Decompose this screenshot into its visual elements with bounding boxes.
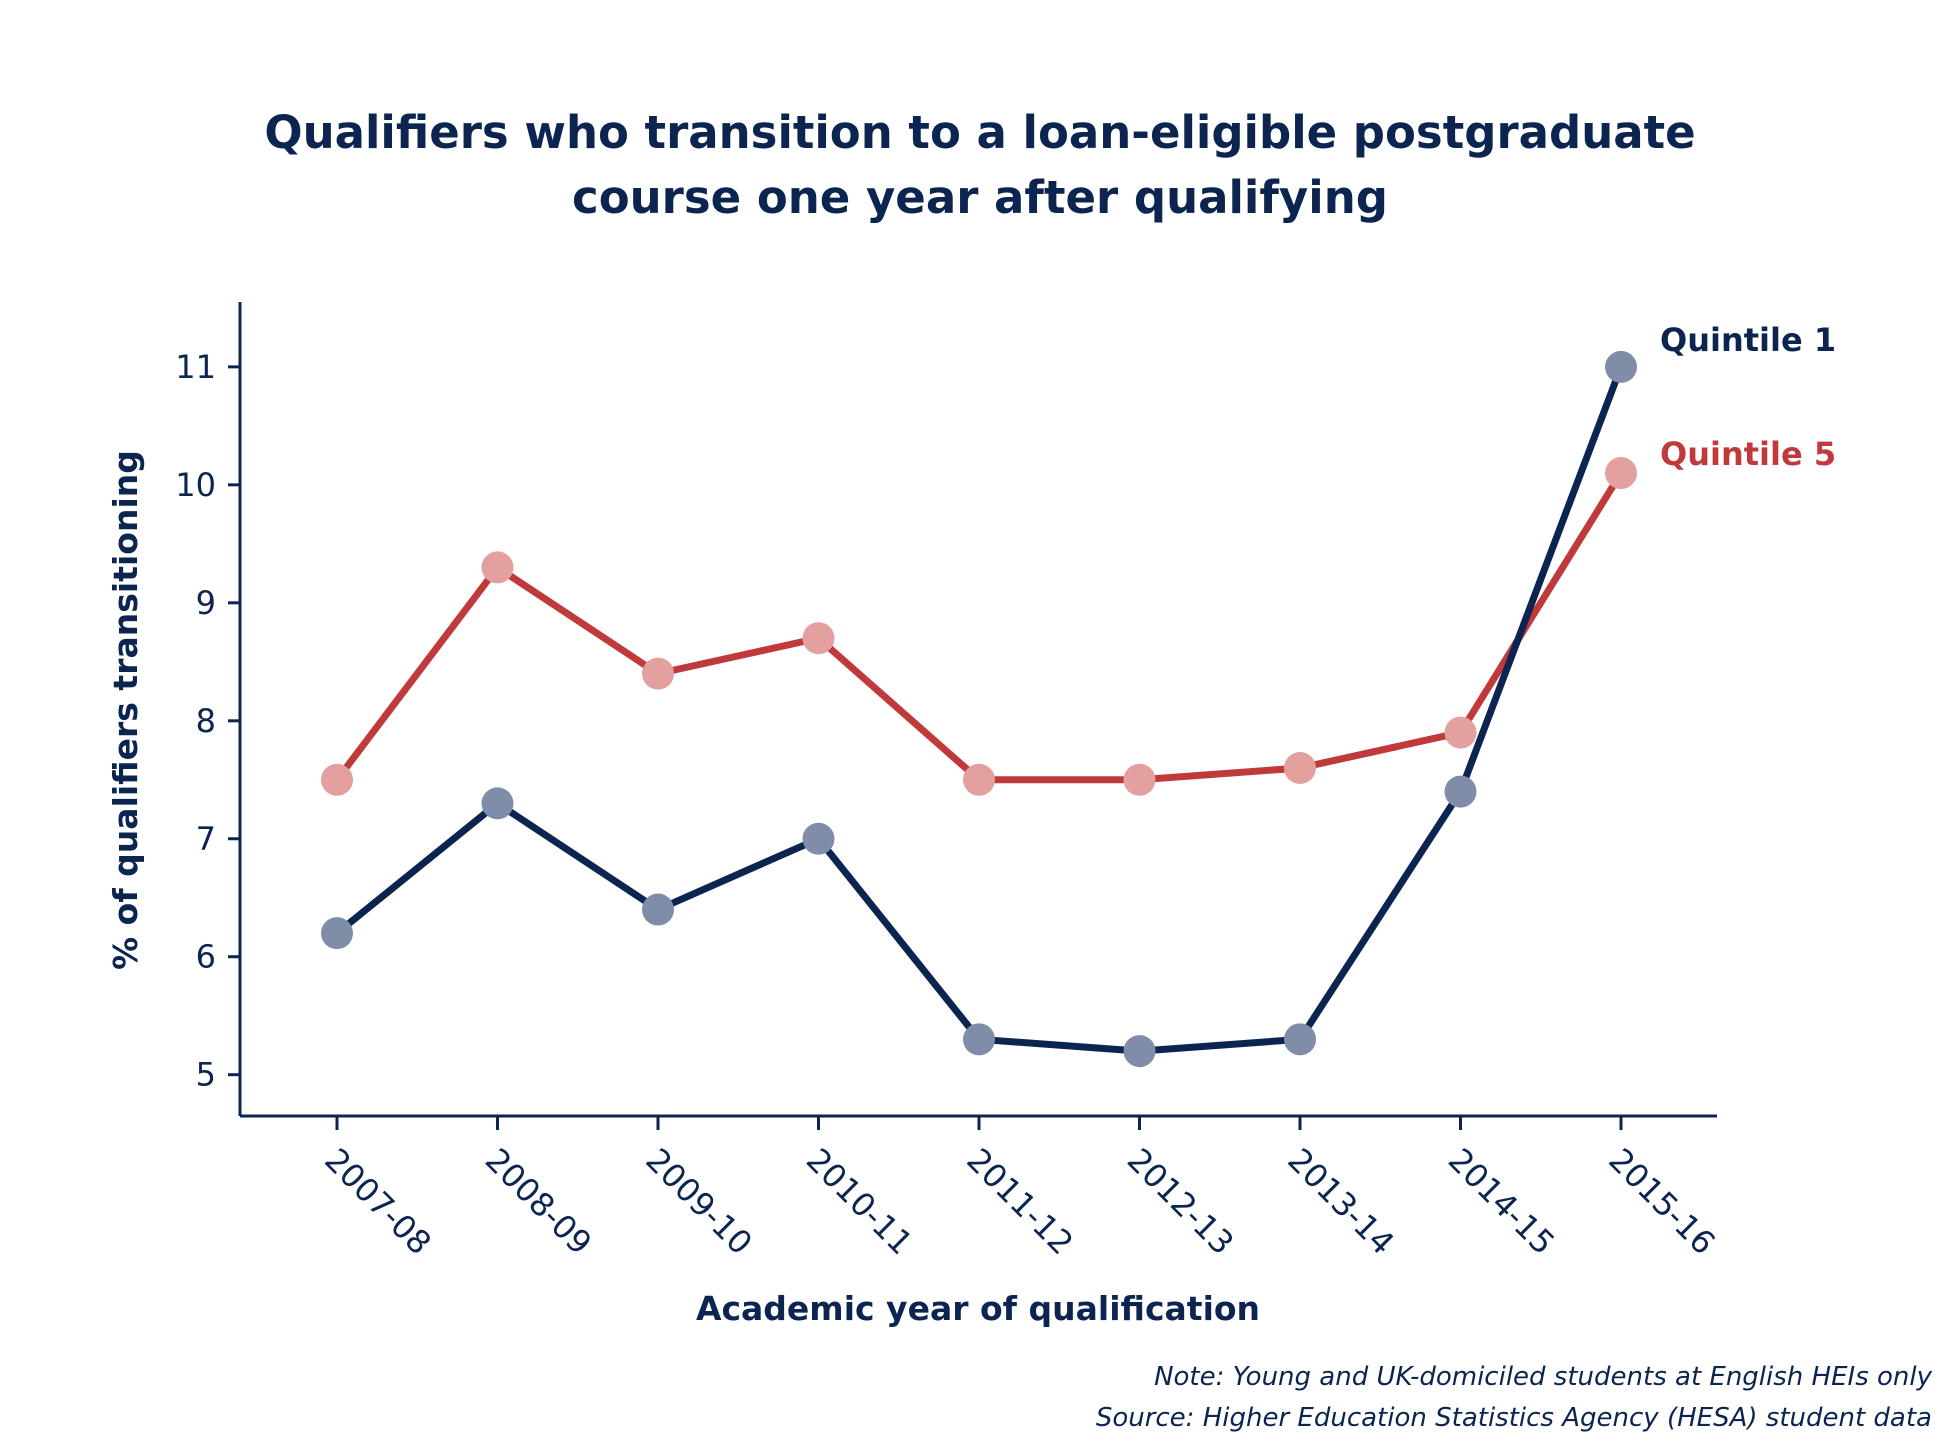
data-point-quintile-5 bbox=[963, 763, 995, 796]
data-point-quintile-5 bbox=[1605, 457, 1637, 490]
series-points-group bbox=[321, 350, 1637, 1068]
data-point-quintile-5 bbox=[321, 763, 353, 796]
x-tick-label: 2014-15 bbox=[1441, 1141, 1562, 1262]
y-tick-label: 10 bbox=[175, 466, 216, 504]
y-tick-label: 7 bbox=[196, 820, 216, 858]
x-tick-label: 2008-09 bbox=[478, 1141, 599, 1262]
x-tick-label: 2013-14 bbox=[1280, 1141, 1401, 1262]
x-ticks-group: 2007-08 2008-09 2009-10 2010-11 2011-12 2012-… bbox=[317, 1116, 1723, 1262]
data-point-quintile-1 bbox=[1284, 1023, 1316, 1056]
x-tick-label: 2007-08 bbox=[317, 1141, 438, 1262]
y-tick-label: 5 bbox=[196, 1056, 216, 1094]
data-point-quintile-1 bbox=[481, 787, 514, 820]
series-lines-group bbox=[334, 365, 1625, 1055]
data-point-quintile-5 bbox=[802, 622, 835, 655]
x-tick-label: 2015-16 bbox=[1601, 1141, 1722, 1262]
series-label-quintile-5: Quintile 5 bbox=[1660, 435, 1836, 473]
data-point-quintile-5 bbox=[1284, 751, 1316, 784]
data-point-quintile-5 bbox=[1444, 716, 1477, 749]
data-point-quintile-1 bbox=[802, 822, 835, 855]
data-point-quintile-1 bbox=[1123, 1035, 1156, 1068]
data-point-quintile-5 bbox=[642, 657, 674, 690]
data-point-quintile-1 bbox=[321, 917, 353, 950]
y-tick-label: 11 bbox=[175, 348, 216, 386]
series-labels-group: Quintile 1 Quintile 5 bbox=[1660, 321, 1836, 473]
y-tick-label: 6 bbox=[196, 938, 216, 976]
x-axis-label: Academic year of qualification bbox=[696, 1289, 1260, 1328]
series-line-quintile-1 bbox=[334, 365, 1625, 1055]
data-point-quintile-1 bbox=[642, 893, 674, 926]
x-tick-label: 2010-11 bbox=[799, 1141, 920, 1262]
data-point-quintile-1 bbox=[963, 1023, 995, 1056]
note-text: Note: Young and UK-domiciled students at… bbox=[1154, 1362, 1933, 1392]
data-point-quintile-1 bbox=[1444, 775, 1477, 808]
y-tick-label: 8 bbox=[196, 702, 216, 740]
series-line-quintile-5 bbox=[334, 471, 1624, 784]
chart-title-line-2: course one year after qualifying bbox=[572, 171, 1388, 224]
y-tick-label: 9 bbox=[196, 584, 216, 622]
data-point-quintile-1 bbox=[1605, 350, 1637, 383]
x-tick-label: 2009-10 bbox=[638, 1141, 759, 1262]
chart-title-line-1: Qualifiers who transition to a loan-elig… bbox=[264, 106, 1695, 159]
data-point-quintile-5 bbox=[481, 551, 514, 584]
series-label-quintile-1: Quintile 1 bbox=[1660, 321, 1836, 359]
x-tick-label: 2011-12 bbox=[959, 1141, 1080, 1262]
y-ticks-group: 5 6 7 8 9 10 11 bbox=[175, 348, 240, 1094]
source-text: Source: Higher Education Statistics Agen… bbox=[1096, 1403, 1932, 1433]
y-axis-label: % of qualifiers transitioning bbox=[106, 450, 145, 970]
data-point-quintile-5 bbox=[1123, 763, 1156, 796]
x-tick-label: 2012-13 bbox=[1120, 1141, 1241, 1262]
